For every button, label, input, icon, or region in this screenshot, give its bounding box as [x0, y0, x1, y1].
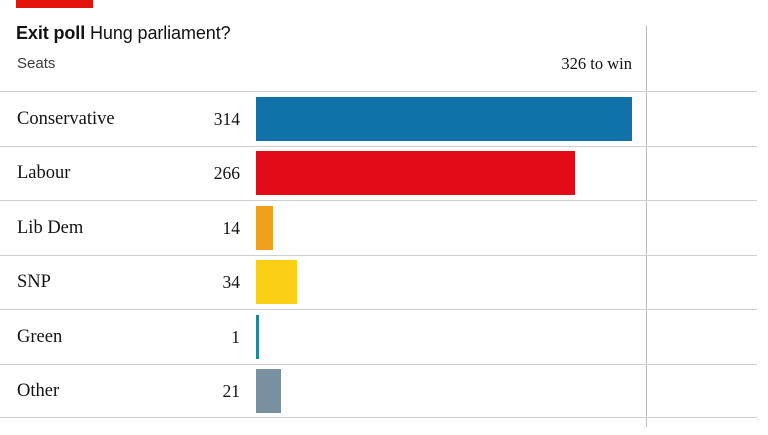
page-title-light: Hung parliament? — [90, 23, 231, 43]
page-title: Exit poll Hung parliament? — [16, 22, 231, 44]
red-accent-rule — [16, 0, 93, 8]
bar-row: SNP 34 — [0, 254, 757, 310]
bar-row-value: 266 — [213, 163, 240, 184]
bar-lib-dem — [256, 205, 273, 250]
bar-row: Lib Dem 14 — [0, 200, 757, 255]
chart-plot-area: Conservative 314 Labour 266 Lib Dem 14 SNP 34 Gr… — [0, 25, 768, 435]
bar-row-value: 34 — [222, 272, 241, 293]
bar-row-label: Labour — [17, 163, 71, 184]
axis-label-seats: Seats — [17, 55, 56, 72]
bar-row-label: Other — [17, 380, 60, 401]
page-title-strong: Exit poll — [16, 23, 86, 43]
bar-row-label: Green — [17, 326, 63, 347]
bar-row-label: SNP — [17, 272, 51, 293]
bar-row-label: Lib Dem — [17, 217, 84, 238]
bar-track — [256, 365, 757, 418]
bar-track — [256, 310, 757, 364]
bar-row-value: 21 — [222, 380, 241, 401]
threshold-label: 326 to win — [561, 54, 632, 73]
bar-other — [256, 368, 282, 413]
chart-header: Seats 326 to win — [0, 54, 768, 91]
bar-row-value: 1 — [231, 326, 240, 347]
bar-row: Labour 266 — [0, 145, 757, 201]
bar-row-value: 14 — [222, 217, 241, 238]
bar-snp — [256, 260, 297, 305]
bar-row: Conservative 314 — [0, 91, 757, 146]
bar-row-value: 314 — [213, 108, 240, 129]
bar-track — [256, 147, 757, 201]
bar-conservative — [256, 96, 632, 141]
bar-rows: Conservative 314 Labour 266 Lib Dem 14 SNP 34 Gr… — [0, 91, 768, 418]
threshold-line — [646, 25, 647, 427]
bar-row: Other 21 — [0, 363, 757, 418]
bar-green — [256, 314, 259, 359]
bar-track — [256, 256, 757, 310]
bar-row: Green 1 — [0, 309, 757, 364]
bar-row-label: Conservative — [17, 108, 115, 129]
bar-labour — [256, 151, 575, 196]
bar-track — [256, 92, 757, 146]
bar-track — [256, 201, 757, 255]
